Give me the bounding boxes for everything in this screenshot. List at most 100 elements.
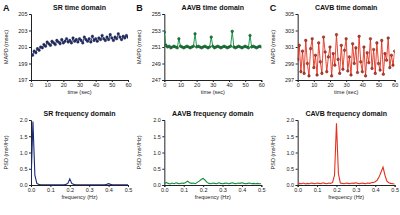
chart-title: SR frequency domain <box>44 110 116 118</box>
data-point <box>115 37 118 40</box>
tick: 0.2 <box>200 185 208 193</box>
data-point <box>345 37 348 40</box>
tick-label: 0.5 <box>153 166 161 172</box>
data-point <box>208 46 211 49</box>
tick-mark <box>296 80 298 81</box>
tick-label: 205 <box>18 11 27 17</box>
tick-mark <box>29 169 31 170</box>
tick-mark <box>296 64 298 65</box>
data-point <box>69 39 72 42</box>
tick-label: 10 <box>178 82 184 88</box>
tick: 203 <box>18 28 31 34</box>
y-axis-title: MAPD (msec) <box>3 30 9 64</box>
tick-label: 0.5 <box>20 166 28 172</box>
x-axis-title: frequency (Hz) <box>195 194 231 200</box>
data-line <box>31 34 128 55</box>
tick-label: 1.0 <box>20 150 28 156</box>
data-point <box>340 44 343 47</box>
tick: 1.5 <box>287 134 298 140</box>
data-point <box>35 51 38 54</box>
panel: 0102030405060297299301303305CAVB time do… <box>270 3 399 95</box>
data-point <box>379 69 382 72</box>
data-point <box>337 58 340 61</box>
tick-label: 0.5 <box>258 187 266 193</box>
tick-mark <box>296 47 298 48</box>
y-axis: 197199201203205 <box>18 11 31 83</box>
data-point <box>107 38 110 41</box>
tick-label: 0.1 <box>314 187 322 193</box>
data-point <box>353 62 356 65</box>
data-point <box>366 51 369 54</box>
tick-label: 1.5 <box>287 134 295 140</box>
data-point <box>86 40 89 43</box>
tick: 20 <box>194 80 200 88</box>
tick-mark <box>162 120 164 121</box>
tick-label: 0.0 <box>153 182 161 188</box>
tick-mark <box>162 14 164 15</box>
tick: 10 <box>45 80 51 88</box>
tick-label: 1.5 <box>20 134 28 140</box>
tick: 0.0 <box>294 185 302 193</box>
tick-label: 2.0 <box>20 117 28 123</box>
panel: 0.00.10.20.30.40.50.00.51.01.52.0AAVB fr… <box>136 110 265 200</box>
tick: 305 <box>285 11 298 17</box>
axis-line <box>296 15 299 81</box>
tick: 0.4 <box>105 185 113 193</box>
tick: 2.0 <box>287 117 298 123</box>
data-point <box>49 44 52 47</box>
data-point <box>70 42 73 45</box>
panel-label: B <box>136 3 143 13</box>
data-point <box>332 52 335 55</box>
tick-label: 297 <box>285 77 294 83</box>
tick: 0.4 <box>239 185 247 193</box>
data-point <box>363 46 366 49</box>
data-point <box>382 73 385 76</box>
data-point <box>106 36 109 39</box>
tick: 0.5 <box>20 166 31 172</box>
tick-label: 0.1 <box>47 187 55 193</box>
tick-label: 0.3 <box>219 187 227 193</box>
tick-label: 20 <box>327 82 333 88</box>
tick-label: 0.2 <box>66 187 74 193</box>
data-point <box>374 72 377 75</box>
tick-mark <box>29 153 31 154</box>
x-axis-title: time (sec) <box>67 89 91 95</box>
data-point <box>346 70 349 73</box>
axis-line <box>296 121 299 186</box>
data-point <box>316 74 319 77</box>
tick: 0.5 <box>287 166 298 172</box>
tick-label: 0 <box>30 82 33 88</box>
data-point <box>210 36 213 39</box>
tick-label: 0.0 <box>161 187 169 193</box>
tick-label: 0.5 <box>125 187 133 193</box>
data-point <box>119 36 122 39</box>
tick: 50 <box>376 80 382 88</box>
tick-label: 40 <box>226 82 232 88</box>
data-point <box>334 64 337 67</box>
tick: 301 <box>285 44 298 50</box>
data-point <box>90 41 93 44</box>
data-point <box>111 37 114 40</box>
data-point <box>64 40 67 43</box>
plot-area <box>31 33 128 57</box>
data-point <box>321 72 324 75</box>
tick: 0.1 <box>180 185 188 193</box>
figure: 0102030405060197199201203205SR time doma… <box>0 0 400 215</box>
tick-label: 1.5 <box>153 134 161 140</box>
tick-label: 40 <box>93 82 99 88</box>
axis-line <box>298 186 395 188</box>
x-axis: 0.0 0.1 0.2 0.3 0.4 0.5 <box>161 185 266 193</box>
tick-mark <box>296 185 298 186</box>
plot-area <box>298 123 395 184</box>
data-point <box>338 72 341 75</box>
tick-label: 20 <box>61 82 67 88</box>
data-point <box>301 50 304 53</box>
tick: 0 <box>163 80 166 88</box>
tick-mark <box>162 80 164 81</box>
tick-mark <box>296 14 298 15</box>
data-point <box>384 52 387 55</box>
data-point <box>260 46 261 49</box>
tick: 0.1 <box>314 185 322 193</box>
data-point <box>164 31 165 34</box>
tick-label: 30 <box>210 82 216 88</box>
